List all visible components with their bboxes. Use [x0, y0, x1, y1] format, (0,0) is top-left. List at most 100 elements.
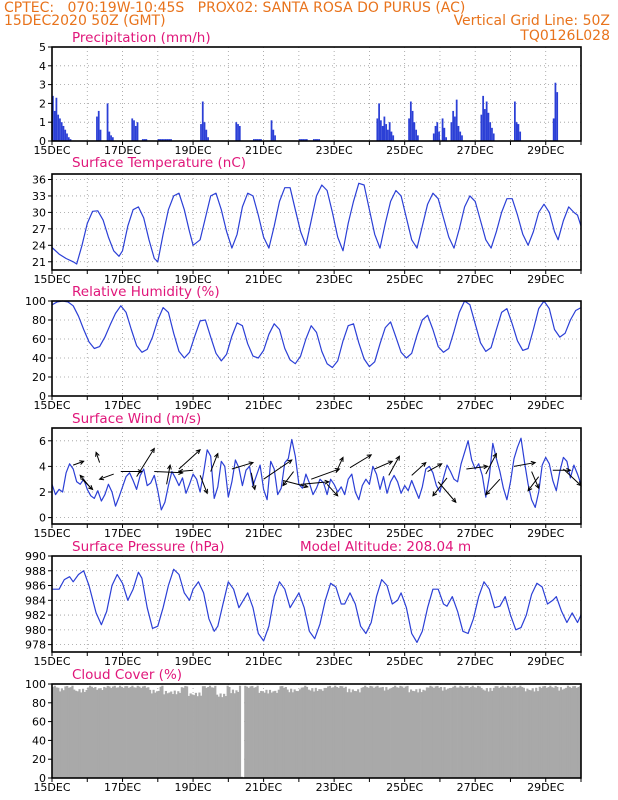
- cloud-bar: [224, 696, 227, 778]
- wind-arrow-head: [177, 468, 184, 474]
- cloud-bar: [281, 686, 284, 778]
- precip-bar: [455, 99, 458, 141]
- cloud-bar: [260, 690, 263, 778]
- x-tick-label: 23DEC: [316, 273, 353, 286]
- cloud-bar: [73, 689, 76, 778]
- x-tick-label: 23DEC: [316, 399, 353, 412]
- cloud-bar: [424, 690, 427, 778]
- cloud-bar: [492, 687, 495, 778]
- cloud-bar: [374, 686, 377, 778]
- cloud-bar: [212, 687, 215, 778]
- cloud-bar: [57, 687, 60, 778]
- precip-bar: [409, 101, 412, 141]
- cloud-bar: [573, 686, 577, 778]
- x-tick-label: 21DEC: [245, 655, 282, 668]
- y-tick-label: 990: [25, 550, 46, 563]
- wind-arrow: [349, 454, 373, 469]
- panel-precip: 0 1 2 3 4 5 15DEC 17DEC 19DEC 21DEC 23DEC 25DEC 27DE…: [33, 30, 582, 157]
- panel-rh: 0 20 40 60 80 100 15DEC 17DEC 19DEC 21DEC 23DEC 25D…: [25, 284, 582, 412]
- cloud-bar: [473, 687, 476, 778]
- precip-bar: [166, 139, 169, 141]
- cloud-bar: [369, 685, 372, 778]
- precip-bar: [133, 120, 135, 141]
- cloud-bar: [97, 688, 101, 778]
- cloud-bar: [575, 687, 578, 778]
- wind-arrow-shaft: [282, 471, 294, 486]
- cloud-bar: [298, 689, 302, 778]
- wind-arrow-head: [530, 460, 537, 466]
- panel-title: Surface Wind (m/s): [72, 411, 201, 427]
- y-tick-label: 2: [39, 97, 46, 110]
- panel-title: Cloud Cover (%): [72, 667, 182, 683]
- precip-bar: [270, 120, 273, 141]
- wind-arrow-head: [282, 481, 288, 487]
- wind-arrow: [374, 460, 394, 470]
- cloud-bar: [482, 689, 485, 778]
- precip-bar: [305, 139, 308, 141]
- precip-bar: [513, 101, 516, 141]
- cloud-bar: [570, 687, 573, 778]
- x-tick-label: 25DEC: [386, 527, 423, 540]
- precip-bar: [274, 135, 276, 141]
- cloud-bar: [205, 687, 208, 778]
- cloud-bar: [133, 687, 136, 778]
- precip-bar: [304, 139, 306, 141]
- wind-arrow-shaft: [178, 449, 201, 470]
- precip-bar: [519, 131, 522, 141]
- x-tick-label: 15DEC: [33, 273, 70, 286]
- y-tick-label: 40: [32, 352, 46, 365]
- cloud-bar: [515, 687, 518, 778]
- cloud-bar: [163, 694, 166, 778]
- wind-arrow-shaft: [432, 477, 448, 497]
- cloud-bar: [381, 686, 384, 778]
- cloud-bar: [328, 685, 332, 778]
- cloud-bar: [360, 687, 363, 778]
- cloud-bar: [208, 685, 212, 778]
- panel-frame: [51, 173, 582, 271]
- cloud-bar: [191, 694, 194, 778]
- cloud-bar: [59, 691, 62, 778]
- cloud-bar: [561, 689, 564, 778]
- cloud-bar: [304, 685, 307, 778]
- cloud-bar: [305, 686, 309, 778]
- wind-arrow-head: [88, 485, 94, 491]
- cloud-bar: [288, 692, 291, 778]
- x-tick-label: 25DEC: [386, 144, 423, 157]
- precip-bar: [200, 124, 202, 141]
- cloud-bar: [119, 685, 122, 778]
- cloud-bar: [74, 690, 78, 778]
- x-tick-label: 25DEC: [386, 399, 423, 412]
- cloud-bar: [184, 685, 187, 778]
- cloud-bar: [284, 687, 287, 778]
- cloud-bar: [439, 686, 443, 778]
- wind-arrow-shaft: [427, 463, 442, 472]
- precip-bar: [203, 122, 206, 141]
- precip-bar: [484, 109, 486, 141]
- cloud-bar: [297, 691, 300, 778]
- cloud-bar: [231, 689, 235, 778]
- precip-bar: [457, 125, 460, 141]
- cloud-bar: [402, 687, 406, 778]
- cloud-bar: [78, 689, 81, 778]
- cloud-bar: [170, 691, 173, 778]
- wind-arrow: [335, 456, 344, 474]
- precip-bar: [157, 139, 160, 141]
- wind-arrow: [466, 464, 489, 470]
- wind-arrow-head: [98, 475, 105, 481]
- wind-arrow-head: [203, 488, 208, 495]
- precip-bar: [417, 135, 419, 141]
- precip-bar: [110, 135, 112, 141]
- cloud-bar: [521, 687, 524, 778]
- cloud-bar: [85, 689, 88, 778]
- precip-bar: [66, 133, 68, 141]
- cloud-bar: [371, 686, 374, 778]
- wind-arrow: [210, 452, 219, 472]
- wind-arrow-head: [167, 463, 172, 470]
- cloud-bar: [487, 691, 490, 778]
- cloud-bar: [358, 692, 361, 778]
- x-tick-label: 27DEC: [457, 655, 494, 668]
- precip-bar: [387, 129, 389, 141]
- cloud-bar: [180, 687, 183, 778]
- x-tick-label: 21DEC: [245, 144, 282, 157]
- cloud-bar: [237, 691, 240, 778]
